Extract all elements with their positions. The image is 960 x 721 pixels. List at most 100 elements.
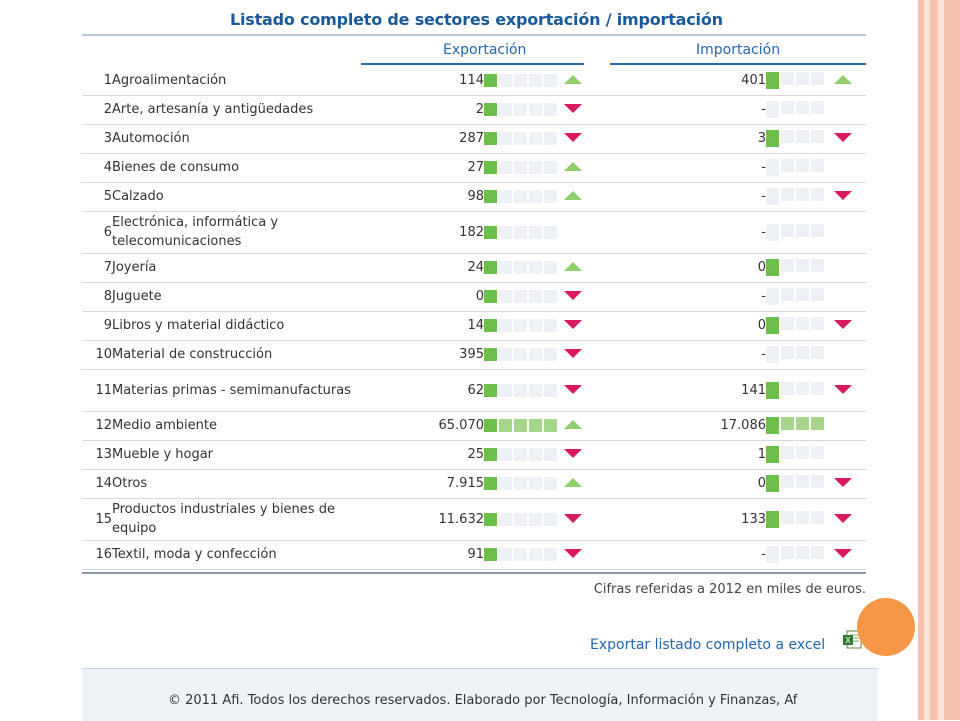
table-row[interactable]: 3 Automoción 287 3	[82, 124, 866, 154]
sector-name[interactable]: Electrónica, informática y telecomunicac…	[112, 211, 376, 254]
import-value: -	[624, 95, 766, 125]
sector-name[interactable]: Juguete	[112, 282, 376, 312]
import-level-bar	[766, 101, 834, 118]
bar-segment	[781, 510, 794, 524]
bar-segment	[529, 290, 542, 303]
bar-segment	[514, 73, 527, 87]
sector-name[interactable]: Libros y material didáctico	[112, 311, 376, 341]
import-trend-cell	[834, 440, 866, 470]
sector-name[interactable]: Otros	[112, 469, 376, 499]
table-row[interactable]: 4 Bienes de consumo 27 -	[82, 153, 866, 183]
table-row[interactable]: 8 Juguete 0 -	[82, 282, 866, 312]
bar-segment	[499, 477, 512, 490]
import-value: -	[624, 282, 766, 312]
import-bar-cell	[766, 540, 834, 570]
import-trend-cell	[834, 124, 866, 154]
sector-name[interactable]: Productos industriales y bienes de equip…	[112, 498, 376, 541]
import-level-bar	[766, 446, 834, 463]
bar-segment	[514, 348, 527, 361]
bar-segment	[766, 101, 779, 118]
export-value: 24	[376, 253, 484, 283]
export-trend-cell	[564, 311, 624, 341]
bar-segment	[781, 159, 794, 172]
export-value: 14	[376, 311, 484, 341]
table-row[interactable]: 15 Productos industriales y bienes de equ…	[82, 498, 866, 541]
bar-segment	[529, 261, 542, 274]
row-number: 6	[82, 211, 112, 254]
triangle-down-icon	[564, 384, 582, 394]
import-value: 401	[624, 66, 766, 96]
import-bar-cell	[766, 66, 834, 96]
bar-segment	[529, 448, 542, 461]
bar-segment	[544, 448, 557, 461]
sector-name[interactable]: Textil, moda y confección	[112, 540, 376, 570]
bar-segment	[796, 475, 809, 488]
export-excel-link[interactable]: Exportar listado completo a excel	[590, 637, 826, 653]
bar-segment	[796, 346, 809, 359]
triangle-down-icon	[834, 478, 852, 487]
bar-segment	[514, 161, 527, 174]
import-level-bar	[766, 259, 834, 276]
bar-segment	[544, 548, 557, 561]
table-row[interactable]: 2 Arte, artesanía y antigüedades 2 -	[82, 95, 866, 125]
table-row[interactable]: 5 Calzado 98 -	[82, 182, 866, 212]
sector-name[interactable]: Agroalimentación	[112, 66, 376, 96]
import-value: 141	[624, 369, 766, 412]
table-row[interactable]: 13 Mueble y hogar 25 1	[82, 440, 866, 470]
export-level-bar	[484, 290, 564, 303]
bar-segment	[796, 381, 809, 395]
bar-segment	[529, 383, 542, 397]
bar-segment	[544, 261, 557, 274]
bar-segment	[529, 319, 542, 332]
sector-name[interactable]: Arte, artesanía y antigüedades	[112, 95, 376, 125]
bar-segment	[811, 159, 824, 172]
row-number: 12	[82, 411, 112, 441]
row-number: 4	[82, 153, 112, 183]
import-level-bar	[766, 223, 834, 241]
table-row[interactable]: 6 Electrónica, informática y telecomunica…	[82, 211, 866, 254]
bar-segment	[529, 103, 542, 116]
bar-segment	[514, 190, 527, 203]
bar-segment	[499, 103, 512, 116]
bar-segment	[484, 383, 497, 397]
bar-segment	[514, 448, 527, 461]
bar-segment	[514, 290, 527, 303]
bar-segment	[484, 225, 497, 239]
sector-name[interactable]: Medio ambiente	[112, 411, 376, 441]
sector-name[interactable]: Material de construcción	[112, 340, 376, 370]
decor-stripe	[930, 0, 938, 720]
bar-segment	[484, 548, 497, 561]
import-value: -	[624, 540, 766, 570]
triangle-down-icon	[564, 133, 582, 142]
export-bar-cell	[484, 369, 564, 412]
export-bar-cell	[484, 540, 564, 570]
bar-segment	[544, 348, 557, 361]
divider	[610, 63, 866, 65]
import-trend-cell	[834, 66, 866, 96]
table-row[interactable]: 1 Agroalimentación 114 401	[82, 66, 866, 96]
triangle-up-icon	[834, 74, 852, 84]
row-number: 9	[82, 311, 112, 341]
table-row[interactable]: 10 Material de construcción 395 -	[82, 340, 866, 370]
table-row[interactable]: 7 Joyería 24 0	[82, 253, 866, 283]
export-trend-cell	[564, 153, 624, 183]
import-level-bar	[766, 475, 834, 492]
table-row[interactable]: 14 Otros 7.915 0	[82, 469, 866, 499]
bar-segment	[781, 288, 794, 301]
sector-name[interactable]: Calzado	[112, 182, 376, 212]
sector-name[interactable]: Materias primas - semimanufacturas	[112, 369, 376, 412]
export-value: 98	[376, 182, 484, 212]
export-bar-cell	[484, 340, 564, 370]
bar-segment	[796, 71, 809, 85]
sector-name[interactable]: Joyería	[112, 253, 376, 283]
sector-name[interactable]: Bienes de consumo	[112, 153, 376, 183]
table-row[interactable]: 16 Textil, moda y confección 91 -	[82, 540, 866, 570]
sector-name[interactable]: Automoción	[112, 124, 376, 154]
table-row[interactable]: 12 Medio ambiente 65.070 17.086	[82, 411, 866, 441]
bar-segment	[484, 103, 497, 116]
bar-segment	[544, 132, 557, 145]
table-row[interactable]: 9 Libros y material didáctico 14 0	[82, 311, 866, 341]
export-level-bar	[484, 448, 564, 461]
sector-name[interactable]: Mueble y hogar	[112, 440, 376, 470]
table-row[interactable]: 11 Materias primas - semimanufacturas 62 14…	[82, 369, 866, 412]
